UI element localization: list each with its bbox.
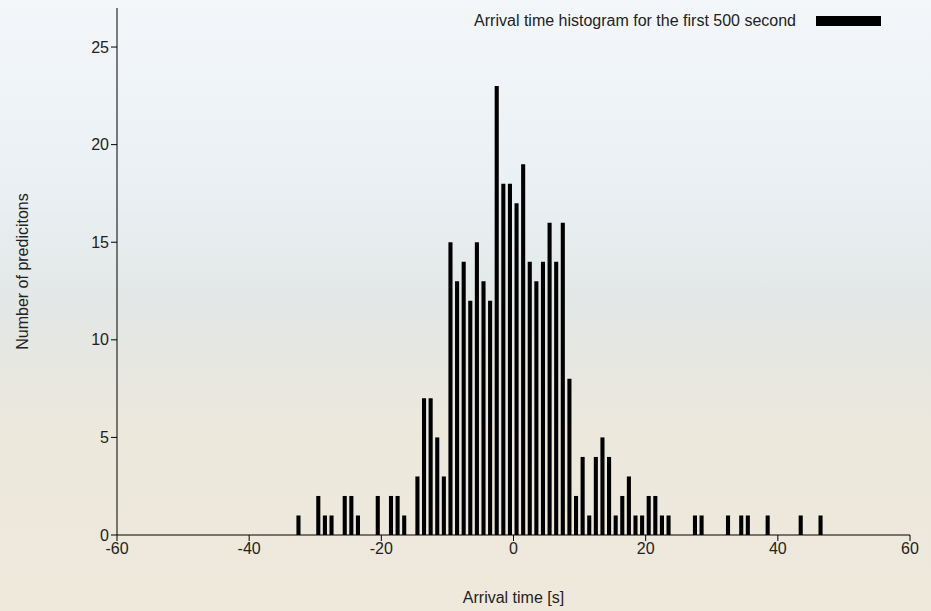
svg-text:Number of predicitons: Number of predicitons [14,193,31,350]
svg-text:Arrival time [s]: Arrival time [s] [463,589,564,606]
svg-text:-60: -60 [105,540,129,558]
svg-text:-40: -40 [238,540,261,557]
svg-text:-20: -20 [370,540,393,557]
svg-text:40: 40 [769,540,787,557]
svg-text:5: 5 [100,429,109,446]
svg-text:25: 25 [91,39,109,56]
html-text:Arrival time histogram for the: Arrival time histogram for the first 500… [474,12,796,29]
svg-text:10: 10 [91,331,109,348]
svg-text:60: 60 [901,540,919,557]
svg-text:15: 15 [91,234,109,251]
svg-text:20: 20 [637,540,655,557]
svg-text:0: 0 [509,540,518,557]
svg-text:20: 20 [91,136,109,153]
svg-text:0: 0 [100,527,109,544]
